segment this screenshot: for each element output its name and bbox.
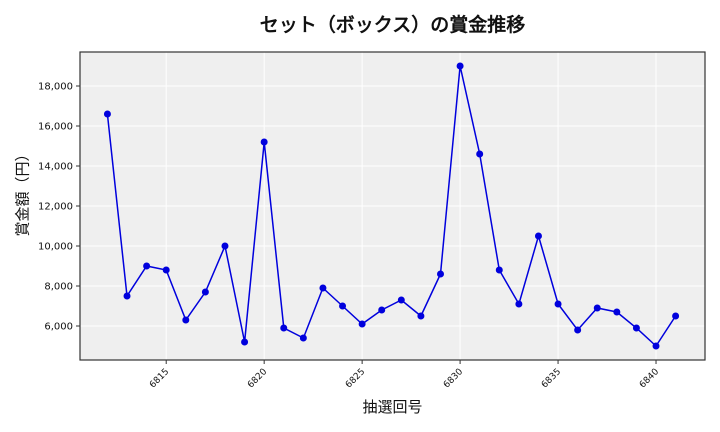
data-point xyxy=(632,324,640,332)
data-point xyxy=(554,300,562,308)
y-tick-label: 6,000 xyxy=(44,322,73,333)
data-point xyxy=(437,270,445,278)
y-tick-label: 18,000 xyxy=(38,82,73,93)
x-tick-label: 6830 xyxy=(442,367,465,390)
data-point xyxy=(378,306,386,314)
data-point xyxy=(280,324,288,332)
data-point xyxy=(574,326,582,334)
y-tick-label: 8,000 xyxy=(44,282,73,293)
data-point xyxy=(201,288,209,296)
data-point xyxy=(103,110,111,118)
data-point xyxy=(515,300,523,308)
x-axis-label: 抽選回号 xyxy=(362,398,423,416)
y-tick-label: 10,000 xyxy=(38,242,73,253)
data-point xyxy=(652,342,660,350)
data-point xyxy=(299,334,307,342)
data-point xyxy=(593,304,601,312)
data-point xyxy=(417,312,425,320)
data-point xyxy=(476,150,484,158)
x-tick-label: 6840 xyxy=(638,367,661,390)
data-point xyxy=(319,284,327,292)
y-tick-label: 16,000 xyxy=(38,122,73,133)
data-point xyxy=(221,242,229,250)
y-tick-label: 14,000 xyxy=(38,162,73,173)
x-tick-label: 6815 xyxy=(148,367,171,390)
data-point xyxy=(495,266,503,274)
data-point xyxy=(123,292,131,300)
data-point xyxy=(456,62,464,70)
data-point xyxy=(339,302,347,310)
data-point xyxy=(534,232,542,240)
data-point xyxy=(613,308,621,316)
x-tick-label: 6835 xyxy=(540,367,563,390)
data-point xyxy=(397,296,405,304)
data-point xyxy=(182,316,190,324)
data-point xyxy=(162,266,170,274)
x-tick-label: 6820 xyxy=(246,367,269,390)
plot-frame xyxy=(79,51,706,361)
data-point xyxy=(260,138,268,146)
chart-title: セット（ボックス）の賞金推移 xyxy=(259,14,526,36)
data-point xyxy=(672,312,680,320)
y-tick-label: 12,000 xyxy=(38,202,73,213)
data-line xyxy=(106,65,677,348)
data-point xyxy=(358,320,366,328)
data-point xyxy=(143,262,151,270)
data-point xyxy=(241,338,249,346)
x-tick-label: 6825 xyxy=(344,367,367,390)
